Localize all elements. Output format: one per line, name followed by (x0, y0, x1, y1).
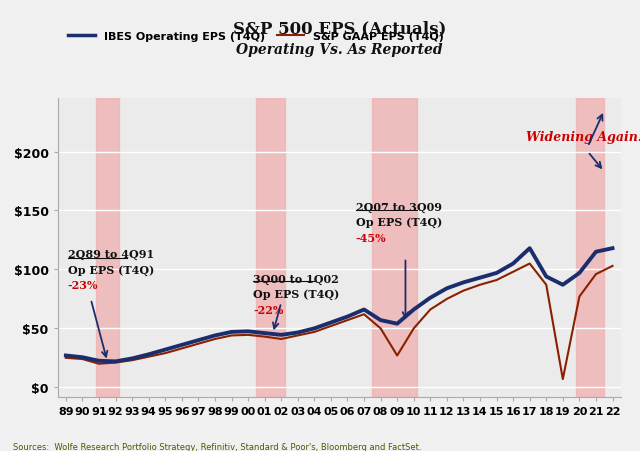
Text: 3Q00 to 1Q02: 3Q00 to 1Q02 (253, 273, 339, 284)
Text: -45%: -45% (356, 232, 387, 243)
Text: 2Q07 to 3Q09: 2Q07 to 3Q09 (356, 202, 442, 212)
Bar (257, 99, 285, 397)
Text: Operating Vs. As Reported: Operating Vs. As Reported (236, 43, 442, 57)
Legend: IBES Operating EPS (T4Q), S&P GAAP EPS (T4Q): IBES Operating EPS (T4Q), S&P GAAP EPS (… (63, 28, 449, 46)
Text: Op EPS (T4Q): Op EPS (T4Q) (356, 217, 442, 228)
Text: Widening Again!: Widening Again! (526, 130, 640, 143)
Text: S&P 500 EPS (Actuals): S&P 500 EPS (Actuals) (232, 20, 446, 37)
Text: 2Q89 to 4Q91: 2Q89 to 4Q91 (68, 249, 154, 260)
Bar (372, 99, 417, 397)
Text: Sources:  Wolfe Research Portfolio Strategy, Refinitiv, Standard & Poor's, Bloom: Sources: Wolfe Research Portfolio Strate… (13, 442, 421, 451)
Text: Op EPS (T4Q): Op EPS (T4Q) (253, 289, 339, 299)
Bar (96, 99, 119, 397)
Text: -23%: -23% (68, 279, 98, 290)
Text: Op EPS (T4Q): Op EPS (T4Q) (68, 264, 154, 275)
Bar (576, 99, 604, 397)
Text: -22%: -22% (253, 304, 284, 315)
